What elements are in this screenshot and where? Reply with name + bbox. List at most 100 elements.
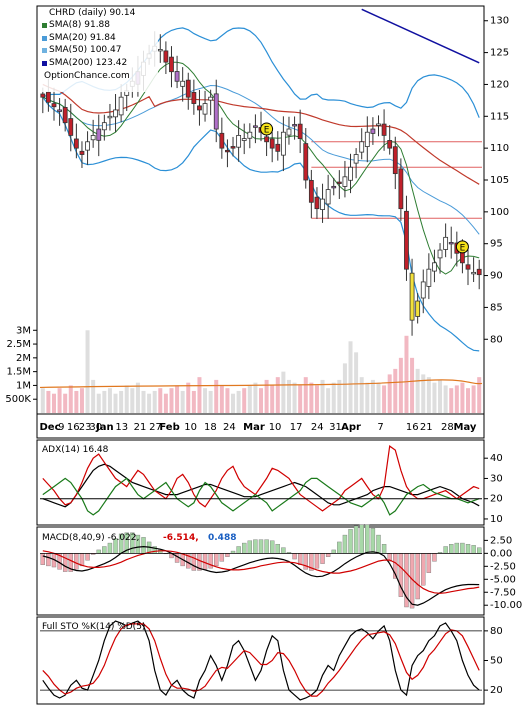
candle [404, 210, 409, 270]
candle [180, 80, 186, 87]
macd-histogram-bar [208, 553, 213, 569]
macd-histogram-bar [376, 534, 381, 554]
stochastic-panel: 80 50 20 [40, 620, 503, 701]
macd-histogram-bar [477, 547, 482, 554]
macd-histogram-bar [381, 544, 387, 554]
x-axis-label: 21 [420, 422, 433, 433]
candle [359, 141, 365, 153]
volume-bar [432, 382, 437, 413]
x-axis-label: 27 [149, 422, 162, 433]
price-tick-label: 90 [490, 271, 503, 282]
x-axis-label: 10 [269, 422, 282, 433]
x-axis-label: 9 [58, 422, 64, 433]
volume-bar [40, 388, 45, 413]
candle [269, 138, 275, 149]
macd-histogram-bar [370, 528, 376, 554]
x-axis-label: Apr [341, 422, 361, 433]
macd-histogram-bar [348, 529, 353, 554]
volume-bar [365, 382, 370, 413]
macd-histogram-bar [292, 553, 297, 560]
candle [236, 135, 242, 148]
price-panel: 80 85 90 95 100 105 110 115 120 125 130 E E [40, 8, 509, 352]
candle [225, 149, 230, 153]
volume-tick-label: 500K [5, 394, 31, 405]
adx-panel-frame [36, 439, 485, 526]
legend-swatch-sma20 [42, 36, 47, 41]
macd-histogram-bar [331, 549, 336, 554]
volume-bar [163, 393, 168, 413]
candle [398, 168, 404, 210]
indicator-tick-label: 80 [490, 626, 503, 637]
indicator-tick-label: 20 [490, 494, 503, 505]
volume-bar [180, 390, 185, 413]
candle [308, 180, 314, 203]
volume-bar [415, 368, 420, 413]
stochastic-label: Full STO %K(14) %D(5) [42, 622, 145, 632]
candle [40, 93, 46, 98]
x-axis-label: 21 [134, 422, 147, 433]
macd-histogram-bar [247, 540, 253, 554]
candle [90, 135, 96, 141]
volume-bar [91, 379, 96, 413]
indicator-tick-label: 20 [490, 685, 503, 696]
macd-histogram-bar [219, 553, 225, 562]
volume-bar [96, 393, 101, 413]
macd-histogram-bar [426, 553, 432, 573]
candle [387, 140, 393, 149]
volume-bar [410, 357, 415, 413]
volume-bar [119, 390, 124, 413]
legend-swatch-sma200 [42, 61, 47, 66]
candle [331, 185, 337, 189]
macd-histogram-bar [236, 546, 241, 554]
volume-bar [443, 385, 448, 413]
x-axis-strip [36, 413, 485, 439]
volume-bar [421, 374, 426, 413]
macd-histogram-bar [253, 539, 258, 554]
candle [381, 123, 387, 136]
macd-histogram-bar [443, 546, 448, 554]
legend-swatch-sma50 [42, 48, 47, 53]
ticker-label: CHRD (daily) 90.14 [49, 8, 136, 18]
x-axis-label: Dec [39, 422, 60, 433]
macd-histogram-bar [264, 539, 269, 554]
volume-bar [326, 388, 331, 413]
volume-bar [348, 341, 353, 413]
candle [113, 109, 118, 118]
volume-bar [130, 388, 135, 413]
candle [465, 264, 471, 270]
candle [476, 268, 482, 276]
volume-bar [74, 390, 79, 413]
volume-bar [214, 379, 219, 413]
volume-bar [169, 388, 174, 413]
candle [45, 91, 51, 103]
candle [68, 118, 74, 136]
indicator-tick-label: 50 [490, 656, 503, 667]
candle [443, 236, 449, 250]
candle [191, 91, 197, 104]
x-axis-label: Jan [95, 422, 114, 433]
volume-bar [309, 382, 314, 413]
volume-bar [370, 379, 375, 413]
volume-bar [219, 385, 224, 413]
adx-label: ADX(14) 16.48 [42, 445, 109, 455]
volume-bar [57, 388, 62, 413]
candle [376, 123, 381, 126]
candle [353, 154, 359, 164]
x-axis-label: 31 [329, 422, 342, 433]
candle [169, 56, 174, 73]
legend-sma8: SMA(8) 91.88 [49, 20, 110, 30]
site-label: OptionChance.com [44, 71, 130, 81]
volume-bar [342, 363, 347, 413]
price-tick-label: 120 [490, 79, 509, 90]
legend-sma50: SMA(50) 100.47 [49, 45, 121, 55]
volume-bar [359, 377, 364, 413]
macd-histogram-bar [46, 553, 51, 567]
volume-bar [208, 390, 213, 413]
macd-histogram-bar [141, 537, 146, 554]
volume-bar [354, 352, 359, 413]
candle [101, 122, 107, 131]
sma200-line [361, 8, 480, 64]
indicator-tick-label: 10 [490, 514, 503, 525]
indicator-tick-label: 0.00 [490, 548, 512, 559]
